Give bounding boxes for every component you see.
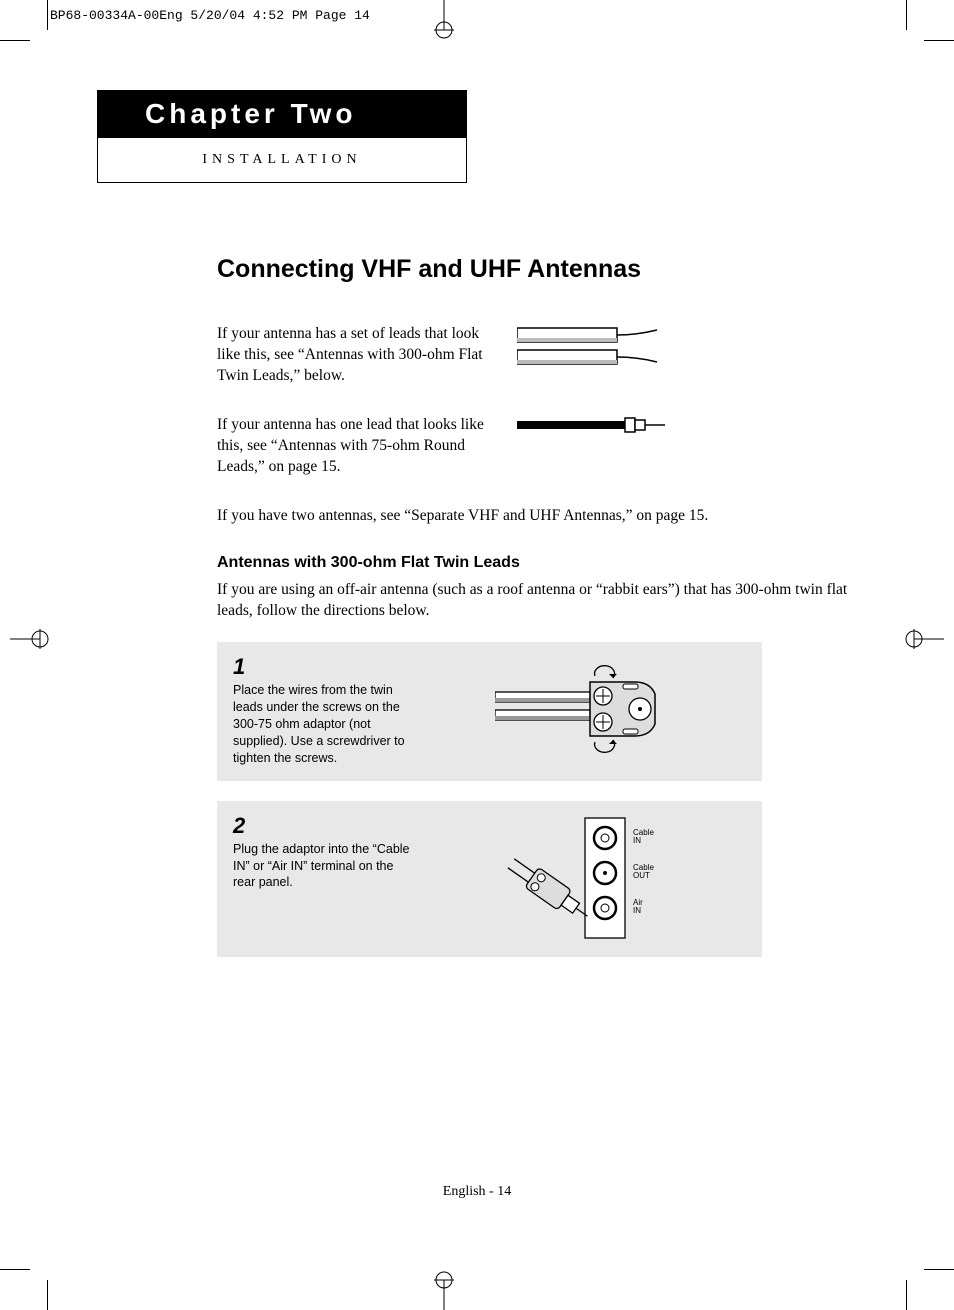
svg-text:IN: IN	[633, 836, 641, 845]
page-body: Chapter Two INSTALLATION Connecting VHF …	[47, 40, 907, 1270]
subsection-heading: Antennas with 300-ohm Flat Twin Leads	[217, 554, 857, 572]
page-footer: English - 14	[47, 1184, 907, 1200]
coax-lead-icon	[517, 415, 667, 440]
intro-text-1: If your antenna has a set of leads that …	[217, 324, 487, 387]
registration-mark-icon	[10, 627, 50, 651]
registration-mark-icon	[432, 1270, 456, 1310]
intro-row-3: If you have two antennas, see “Separate …	[217, 506, 857, 527]
step-1-desc: Place the wires from the twin leads unde…	[233, 682, 413, 766]
content-area: Connecting VHF and UHF Antennas If your …	[217, 255, 857, 977]
chapter-heading-box: Chapter Two INSTALLATION	[97, 90, 467, 183]
adaptor-diagram-icon	[433, 654, 746, 764]
chapter-title: Chapter Two	[97, 90, 467, 138]
intro-row-2: If your antenna has one lead that looks …	[217, 415, 857, 478]
step-2-number: 2	[233, 813, 413, 839]
document-header-meta: BP68-00334A-00Eng 5/20/04 4:52 PM Page 1…	[50, 8, 370, 23]
svg-text:IN: IN	[633, 906, 641, 915]
twin-lead-icon	[517, 324, 667, 375]
step-1-number: 1	[233, 654, 413, 680]
step-2-desc: Plug the adaptor into the “Cable IN” or …	[233, 841, 413, 892]
step-2-box: 2 Plug the adaptor into the “Cable IN” o…	[217, 801, 762, 957]
section-title: Connecting VHF and UHF Antennas	[217, 255, 857, 284]
chapter-subtitle: INSTALLATION	[97, 138, 467, 183]
intro-row-1: If your antenna has a set of leads that …	[217, 324, 857, 387]
rear-panel-diagram-icon: Cable IN Cable OUT Air IN	[433, 813, 746, 943]
step-1-box: 1 Place the wires from the twin leads un…	[217, 642, 762, 780]
registration-mark-icon	[432, 0, 456, 40]
intro-text-3: If you have two antennas, see “Separate …	[217, 506, 708, 527]
subsection-body: If you are using an off-air antenna (suc…	[217, 580, 857, 622]
intro-text-2: If your antenna has one lead that looks …	[217, 415, 487, 478]
registration-mark-icon	[904, 627, 944, 651]
svg-text:OUT: OUT	[633, 871, 650, 880]
